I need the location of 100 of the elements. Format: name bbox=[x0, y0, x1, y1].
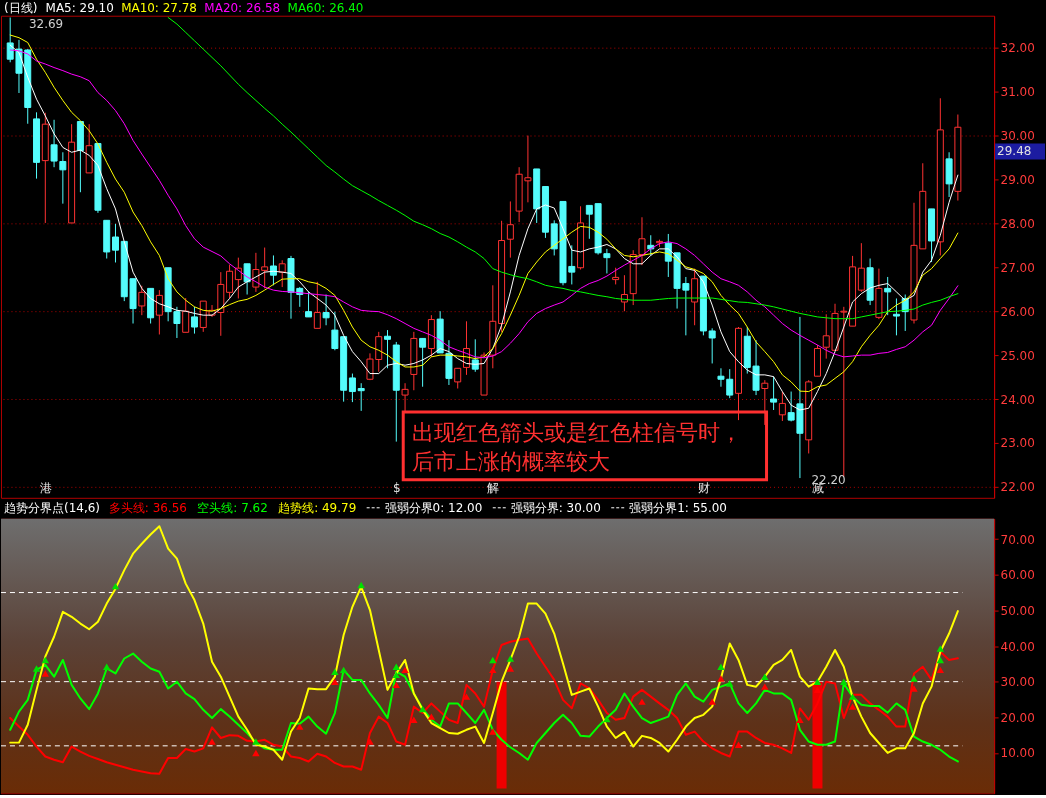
y-tick-label: 29.00 bbox=[1000, 172, 1035, 187]
point bbox=[734, 741, 743, 748]
candlestick bbox=[506, 200, 514, 259]
y-tick-label: 24.00 bbox=[1000, 392, 1035, 407]
point bbox=[761, 683, 769, 690]
y-tick-label: 31.00 bbox=[1000, 85, 1035, 100]
candlestick bbox=[770, 376, 778, 411]
candlestick bbox=[857, 242, 865, 293]
y-tick-label: 50.00 bbox=[1000, 603, 1035, 618]
candlestick bbox=[226, 264, 234, 299]
candlestick bbox=[892, 297, 900, 336]
chart-title: (日线) bbox=[3, 0, 38, 15]
line-series bbox=[167, 16, 959, 320]
candlestick bbox=[454, 367, 462, 389]
annotation: 后市上涨的概率较大 bbox=[412, 448, 611, 474]
point bbox=[506, 665, 515, 672]
candlestick bbox=[190, 306, 198, 335]
legend-label: 强弱分界1: 55.00 bbox=[629, 500, 727, 515]
point bbox=[638, 698, 646, 705]
point bbox=[910, 675, 918, 682]
point bbox=[936, 645, 945, 652]
y-tick-label: 26.00 bbox=[1000, 304, 1035, 319]
point bbox=[339, 666, 348, 674]
line-series bbox=[9, 637, 959, 775]
candlestick bbox=[313, 281, 321, 329]
legend-label: 强弱分界: 30.00 bbox=[510, 500, 601, 515]
legend-label: 强弱分界0: 12.00 bbox=[384, 500, 483, 515]
point bbox=[103, 663, 111, 670]
candlestick bbox=[322, 294, 330, 326]
point bbox=[796, 716, 804, 724]
candlestick bbox=[620, 274, 628, 312]
text: 多头线: 36.56 bbox=[108, 500, 187, 515]
y-tick-label: 30.00 bbox=[1000, 129, 1035, 144]
point bbox=[840, 678, 848, 685]
x-tick-label: 财 bbox=[697, 481, 710, 496]
point bbox=[331, 668, 339, 675]
text: MA10: 27.78 bbox=[121, 0, 197, 15]
point bbox=[252, 749, 260, 757]
candlestick bbox=[357, 382, 365, 412]
candlestick bbox=[155, 289, 163, 335]
candlestick bbox=[778, 391, 786, 422]
point bbox=[848, 693, 857, 700]
y-tick-label: 25.00 bbox=[1000, 348, 1035, 363]
chart-title: 趋势分界点(14,6) bbox=[3, 500, 100, 515]
point bbox=[252, 738, 260, 745]
point bbox=[761, 673, 769, 680]
point bbox=[401, 666, 409, 674]
y-tick-label: 10.00 bbox=[1000, 746, 1035, 761]
annotation: 出现红色箭头或是红色柱信号时， bbox=[412, 419, 743, 445]
point bbox=[708, 698, 716, 705]
point bbox=[936, 666, 945, 674]
point bbox=[427, 713, 436, 720]
y-tick-label: 28.00 bbox=[1000, 216, 1035, 231]
y-tick-label: 23.00 bbox=[1000, 436, 1035, 451]
y-tick-label: 20.00 bbox=[1000, 710, 1035, 725]
point bbox=[489, 728, 497, 735]
point bbox=[296, 723, 304, 730]
candlestick bbox=[691, 268, 699, 326]
candlestick bbox=[603, 248, 611, 274]
point bbox=[410, 716, 418, 724]
point bbox=[418, 705, 427, 713]
point bbox=[41, 656, 49, 664]
point bbox=[489, 666, 497, 674]
point bbox=[848, 703, 857, 710]
y-tick-label: 22.00 bbox=[1000, 480, 1035, 495]
x-tick-label: $ bbox=[392, 481, 401, 496]
y-tick-label: 30.00 bbox=[1000, 675, 1035, 690]
annotation: 32.69 bbox=[28, 16, 64, 31]
candlestick bbox=[243, 263, 251, 296]
y-tick-label: 60.00 bbox=[1000, 568, 1035, 583]
y-tick-label: 40.00 bbox=[1000, 639, 1035, 654]
text: 趋势线: 49.79 bbox=[278, 500, 357, 515]
candlestick bbox=[884, 276, 892, 316]
text: MA20: 26.58 bbox=[204, 0, 281, 15]
point bbox=[111, 582, 120, 590]
candlestick bbox=[348, 373, 356, 403]
x-tick-label: 港 bbox=[39, 481, 52, 496]
point bbox=[392, 663, 400, 670]
point bbox=[32, 665, 41, 672]
point bbox=[813, 686, 822, 694]
candlestick bbox=[419, 337, 427, 388]
point bbox=[392, 681, 400, 689]
point bbox=[208, 738, 216, 745]
x-tick-label: 解 bbox=[487, 481, 500, 496]
point bbox=[813, 678, 822, 685]
line-series bbox=[9, 652, 959, 763]
point bbox=[41, 670, 49, 677]
candlestick bbox=[182, 297, 190, 333]
text: 空头线: 7.62 bbox=[197, 500, 268, 515]
point bbox=[489, 656, 497, 664]
point bbox=[717, 663, 725, 670]
text: 29.48 bbox=[997, 144, 1032, 159]
candlestick bbox=[278, 259, 286, 288]
candlestick bbox=[471, 338, 479, 373]
text: MA60: 26.40 bbox=[287, 0, 364, 15]
y-tick-label: 70.00 bbox=[1000, 532, 1035, 547]
candlestick bbox=[112, 223, 119, 263]
point bbox=[726, 680, 734, 687]
point bbox=[366, 738, 374, 745]
y-tick-label: 32.00 bbox=[1000, 41, 1035, 56]
